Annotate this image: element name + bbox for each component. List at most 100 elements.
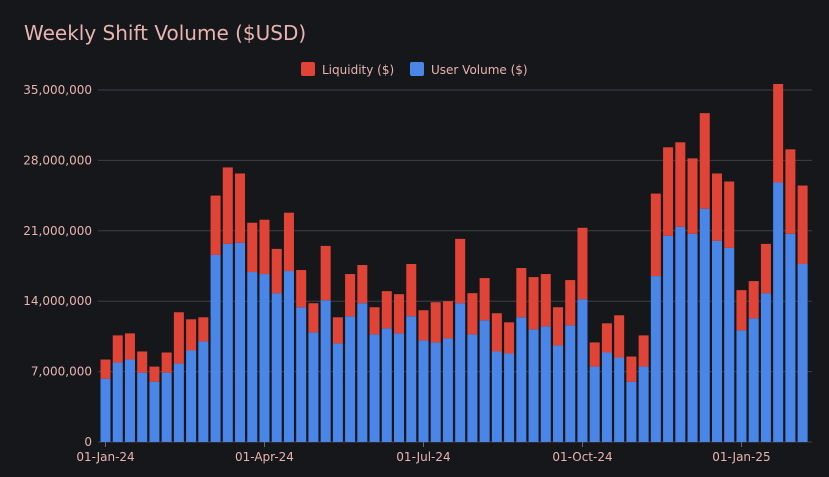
bar-liquidity[interactable] xyxy=(479,278,490,321)
bar-liquidity[interactable] xyxy=(504,322,515,354)
bar-user-volume[interactable] xyxy=(553,345,564,442)
legend-swatch-liquidity[interactable] xyxy=(301,62,315,76)
bar-user-volume[interactable] xyxy=(161,372,172,442)
bar-user-volume[interactable] xyxy=(100,378,111,442)
bar-liquidity[interactable] xyxy=(553,307,564,346)
bar-user-volume[interactable] xyxy=(675,226,686,442)
bar-liquidity[interactable] xyxy=(797,185,808,264)
bar-user-volume[interactable] xyxy=(124,359,135,442)
bar-user-volume[interactable] xyxy=(699,208,710,442)
bar-liquidity[interactable] xyxy=(124,333,135,360)
bar-user-volume[interactable] xyxy=(785,233,796,442)
bar-liquidity[interactable] xyxy=(161,352,172,373)
bar-user-volume[interactable] xyxy=(369,334,380,442)
bar-user-volume[interactable] xyxy=(296,307,307,442)
bar-liquidity[interactable] xyxy=(589,342,600,367)
legend-label-liquidity[interactable]: Liquidity ($) xyxy=(322,63,394,77)
bar-user-volume[interactable] xyxy=(198,341,209,442)
bar-liquidity[interactable] xyxy=(455,238,466,304)
bar-liquidity[interactable] xyxy=(112,335,123,363)
bar-user-volume[interactable] xyxy=(626,381,637,442)
bar-user-volume[interactable] xyxy=(528,329,539,442)
bar-liquidity[interactable] xyxy=(308,303,319,333)
bar-liquidity[interactable] xyxy=(516,268,527,318)
bar-liquidity[interactable] xyxy=(173,312,184,364)
bar-liquidity[interactable] xyxy=(699,113,710,209)
bar-liquidity[interactable] xyxy=(320,245,331,301)
bar-user-volume[interactable] xyxy=(345,316,356,442)
bar-user-volume[interactable] xyxy=(601,352,612,442)
bar-liquidity[interactable] xyxy=(332,317,343,344)
bar-user-volume[interactable] xyxy=(357,303,368,442)
bar-user-volume[interactable] xyxy=(748,318,759,442)
bar-user-volume[interactable] xyxy=(308,332,319,442)
bar-user-volume[interactable] xyxy=(149,381,160,442)
bar-user-volume[interactable] xyxy=(332,343,343,442)
bar-user-volume[interactable] xyxy=(712,240,722,442)
bar-liquidity[interactable] xyxy=(259,219,270,275)
legend-label-user-volume[interactable]: User Volume ($) xyxy=(431,63,528,77)
bar-user-volume[interactable] xyxy=(614,357,625,442)
bar-liquidity[interactable] xyxy=(283,212,294,272)
bar-user-volume[interactable] xyxy=(247,272,258,442)
bar-liquidity[interactable] xyxy=(601,323,612,353)
bar-user-volume[interactable] xyxy=(381,328,392,442)
bar-liquidity[interactable] xyxy=(748,281,759,319)
bar-user-volume[interactable] xyxy=(479,320,490,442)
bar-liquidity[interactable] xyxy=(663,147,674,236)
bar-liquidity[interactable] xyxy=(565,280,576,326)
bar-liquidity[interactable] xyxy=(430,302,441,343)
bar-user-volume[interactable] xyxy=(760,293,771,442)
bar-user-volume[interactable] xyxy=(406,316,417,442)
bar-liquidity[interactable] xyxy=(540,274,551,327)
legend-swatch-user-volume[interactable] xyxy=(410,62,424,76)
bar-user-volume[interactable] xyxy=(271,293,282,442)
bar-liquidity[interactable] xyxy=(406,263,417,317)
bar-user-volume[interactable] xyxy=(773,182,784,443)
bar-user-volume[interactable] xyxy=(455,303,466,442)
bar-liquidity[interactable] xyxy=(736,290,747,331)
bar-user-volume[interactable] xyxy=(467,334,478,442)
bar-liquidity[interactable] xyxy=(345,274,356,317)
bar-user-volume[interactable] xyxy=(663,235,674,442)
bar-liquidity[interactable] xyxy=(577,227,588,300)
bar-liquidity[interactable] xyxy=(394,294,405,334)
bar-liquidity[interactable] xyxy=(638,335,649,367)
bar-liquidity[interactable] xyxy=(381,291,392,329)
bar-liquidity[interactable] xyxy=(198,317,209,342)
bar-liquidity[interactable] xyxy=(785,149,796,234)
bar-liquidity[interactable] xyxy=(235,173,246,243)
bar-user-volume[interactable] xyxy=(442,338,453,442)
bar-user-volume[interactable] xyxy=(259,274,270,442)
bar-liquidity[interactable] xyxy=(491,313,502,352)
bar-user-volume[interactable] xyxy=(638,366,649,442)
bar-liquidity[interactable] xyxy=(675,142,686,227)
bar-liquidity[interactable] xyxy=(296,270,307,308)
bar-liquidity[interactable] xyxy=(614,315,625,358)
bar-liquidity[interactable] xyxy=(210,195,221,255)
bar-liquidity[interactable] xyxy=(137,351,148,373)
bar-user-volume[interactable] xyxy=(320,300,331,442)
bar-liquidity[interactable] xyxy=(271,248,282,294)
bar-liquidity[interactable] xyxy=(247,222,258,273)
bar-liquidity[interactable] xyxy=(222,167,233,244)
bar-liquidity[interactable] xyxy=(357,264,368,304)
bar-user-volume[interactable] xyxy=(650,276,661,442)
bar-user-volume[interactable] xyxy=(589,366,600,442)
bar-liquidity[interactable] xyxy=(687,158,698,234)
bar-liquidity[interactable] xyxy=(626,356,637,382)
bar-liquidity[interactable] xyxy=(369,307,380,335)
bar-liquidity[interactable] xyxy=(442,301,453,339)
bar-user-volume[interactable] xyxy=(797,263,808,442)
bar-liquidity[interactable] xyxy=(149,366,160,382)
bar-liquidity[interactable] xyxy=(712,173,722,241)
bar-user-volume[interactable] xyxy=(112,362,123,442)
bar-user-volume[interactable] xyxy=(418,340,429,442)
bar-user-volume[interactable] xyxy=(173,363,184,442)
bar-user-volume[interactable] xyxy=(687,233,698,442)
bar-user-volume[interactable] xyxy=(565,325,576,442)
bar-liquidity[interactable] xyxy=(100,359,111,379)
bar-liquidity[interactable] xyxy=(467,293,478,335)
bar-user-volume[interactable] xyxy=(210,254,221,442)
bar-liquidity[interactable] xyxy=(528,277,539,330)
